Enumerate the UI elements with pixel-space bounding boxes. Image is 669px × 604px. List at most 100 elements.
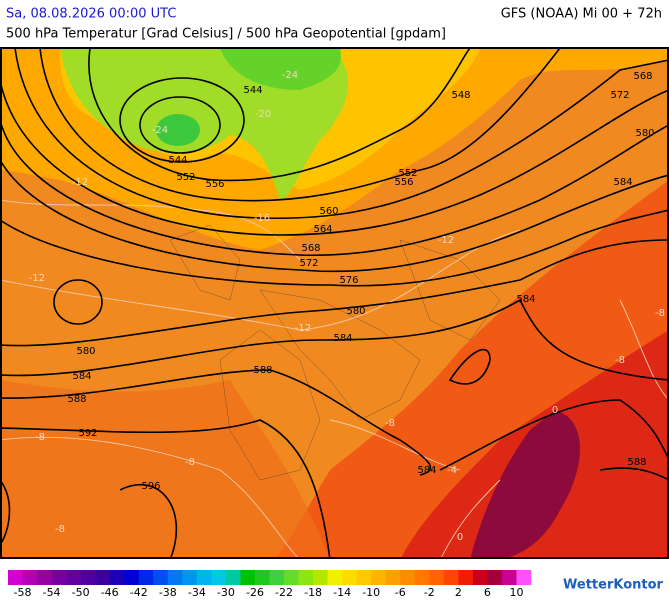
colorbar-swatch <box>298 570 314 585</box>
colorbar-tick-label: -30 <box>217 586 235 599</box>
colorbar-swatch <box>182 570 198 585</box>
colorbar-swatch <box>313 570 328 585</box>
geopotential-label: 544 <box>168 155 187 166</box>
colorbar-swatch <box>371 570 387 585</box>
geopotential-label: 576 <box>339 275 358 286</box>
colorbar-tick-label: 6 <box>484 586 491 599</box>
subtitle: 500 hPa Temperatur [Grad Celsius] / 500 … <box>6 27 446 42</box>
temperature-label: -8 <box>35 432 45 443</box>
geopotential-label: 552 <box>176 172 195 183</box>
temperature-label: -12 <box>29 273 45 284</box>
colorbar-tick-label: -50 <box>72 586 90 599</box>
colorbar-swatch <box>124 570 140 585</box>
colorbar-tick-label: -38 <box>159 586 177 599</box>
colorbar-swatch <box>95 570 110 585</box>
colorbar-tick-label: -26 <box>246 586 264 599</box>
colorbar-tick-label: -54 <box>43 586 61 599</box>
geopotential-label: 572 <box>610 90 629 101</box>
temperature-label: -4 <box>447 465 457 476</box>
colorbar-tick-label: -58 <box>14 586 32 599</box>
geopotential-label: 584 <box>333 333 352 344</box>
colorbar-swatch <box>153 570 169 585</box>
colorbar-swatch <box>66 570 81 585</box>
date-label: Sa, 08.08.2026 00:00 UTC <box>6 7 176 22</box>
colorbar-swatch <box>414 570 430 585</box>
geopotential-label: 584 <box>417 465 436 476</box>
colorbar-swatch <box>342 570 357 585</box>
colorbar-tick-label: -10 <box>362 586 380 599</box>
colorbar-tick-label: -22 <box>275 586 293 599</box>
geopotential-label: 560 <box>319 206 338 217</box>
geopotential-label: 584 <box>613 177 632 188</box>
geopotential-label: 556 <box>205 179 224 190</box>
geopotential-label: 580 <box>76 346 95 357</box>
temp-area <box>220 48 341 90</box>
geopotential-label: 588 <box>627 457 646 468</box>
temperature-label: -8 <box>615 355 625 366</box>
colorbar-swatch <box>138 570 154 585</box>
colorbar-swatch <box>400 570 416 585</box>
temperature-label: -20 <box>255 109 271 120</box>
colorbar-swatch <box>225 570 241 585</box>
geopotential-label: 580 <box>635 128 654 139</box>
colorbar-swatch <box>385 570 401 585</box>
geopotential-label: 556 <box>394 177 413 188</box>
colorbar-tick-label: 2 <box>455 586 462 599</box>
colorbar-tick-label: -6 <box>395 586 406 599</box>
temperature-label: -12 <box>295 323 311 334</box>
colorbar-swatch <box>458 570 474 585</box>
colorbar-swatch <box>254 570 270 585</box>
colorbar-swatch <box>109 570 125 585</box>
geopotential-label: 588 <box>253 365 272 376</box>
colorbar-swatch <box>487 570 503 585</box>
geopotential-label: 548 <box>451 90 470 101</box>
temperature-label: -12 <box>72 177 88 188</box>
temperature-label: -16 <box>254 213 270 224</box>
colorbar-swatch <box>167 570 183 585</box>
colorbar-swatch <box>356 570 372 585</box>
temp-area <box>156 114 200 146</box>
geopotential-label: 544 <box>243 85 262 96</box>
temperature-label: -24 <box>282 70 298 81</box>
geopotential-label: 572 <box>299 258 318 269</box>
colorbar-swatch <box>269 570 285 585</box>
temp-area <box>470 410 580 558</box>
temp-area <box>1 380 330 558</box>
colorbar-tick-label: -42 <box>130 586 148 599</box>
temperature-label: 0 <box>457 532 463 543</box>
colorbar-swatch <box>22 570 38 585</box>
temperature-label: -8 <box>385 418 395 429</box>
colorbar-swatch <box>80 570 96 585</box>
geopotential-label: 568 <box>633 71 652 82</box>
temperature-label: -12 <box>438 235 454 246</box>
colorbar-swatch <box>429 570 445 585</box>
colorbar-tick-label: -2 <box>424 586 435 599</box>
colorbar-swatch <box>284 570 299 585</box>
colorbar-tick-label: -14 <box>333 586 351 599</box>
temperature-label: -24 <box>152 125 168 136</box>
temperature-label: -8 <box>655 308 665 319</box>
geopotential-label: 552 <box>398 168 417 179</box>
colorbar-swatch <box>501 570 517 585</box>
geopotential-label: 580 <box>346 306 365 317</box>
colorbar-swatch <box>472 570 488 585</box>
colorbar-swatch <box>516 570 532 585</box>
model-label: GFS (NOAA) Mi 00 + 72h <box>501 7 662 22</box>
colorbar-swatch <box>443 570 459 585</box>
colorbar-swatch <box>211 570 227 585</box>
colorbar-swatch <box>8 570 23 585</box>
colorbar-tick-label: -46 <box>101 586 119 599</box>
geopotential-label: 584 <box>72 371 91 382</box>
temperature-label: -8 <box>185 457 195 468</box>
colorbar-swatch <box>240 570 256 585</box>
temperature-label: 0 <box>552 405 558 416</box>
geopotential-label: 596 <box>141 481 160 492</box>
map <box>1 48 668 558</box>
geopotential-label: 564 <box>313 224 332 235</box>
geopotential-label: 568 <box>301 243 320 254</box>
colorbar-swatch <box>51 570 67 585</box>
temperature-label: -8 <box>55 524 65 535</box>
logo: WetterKontor <box>563 578 664 593</box>
